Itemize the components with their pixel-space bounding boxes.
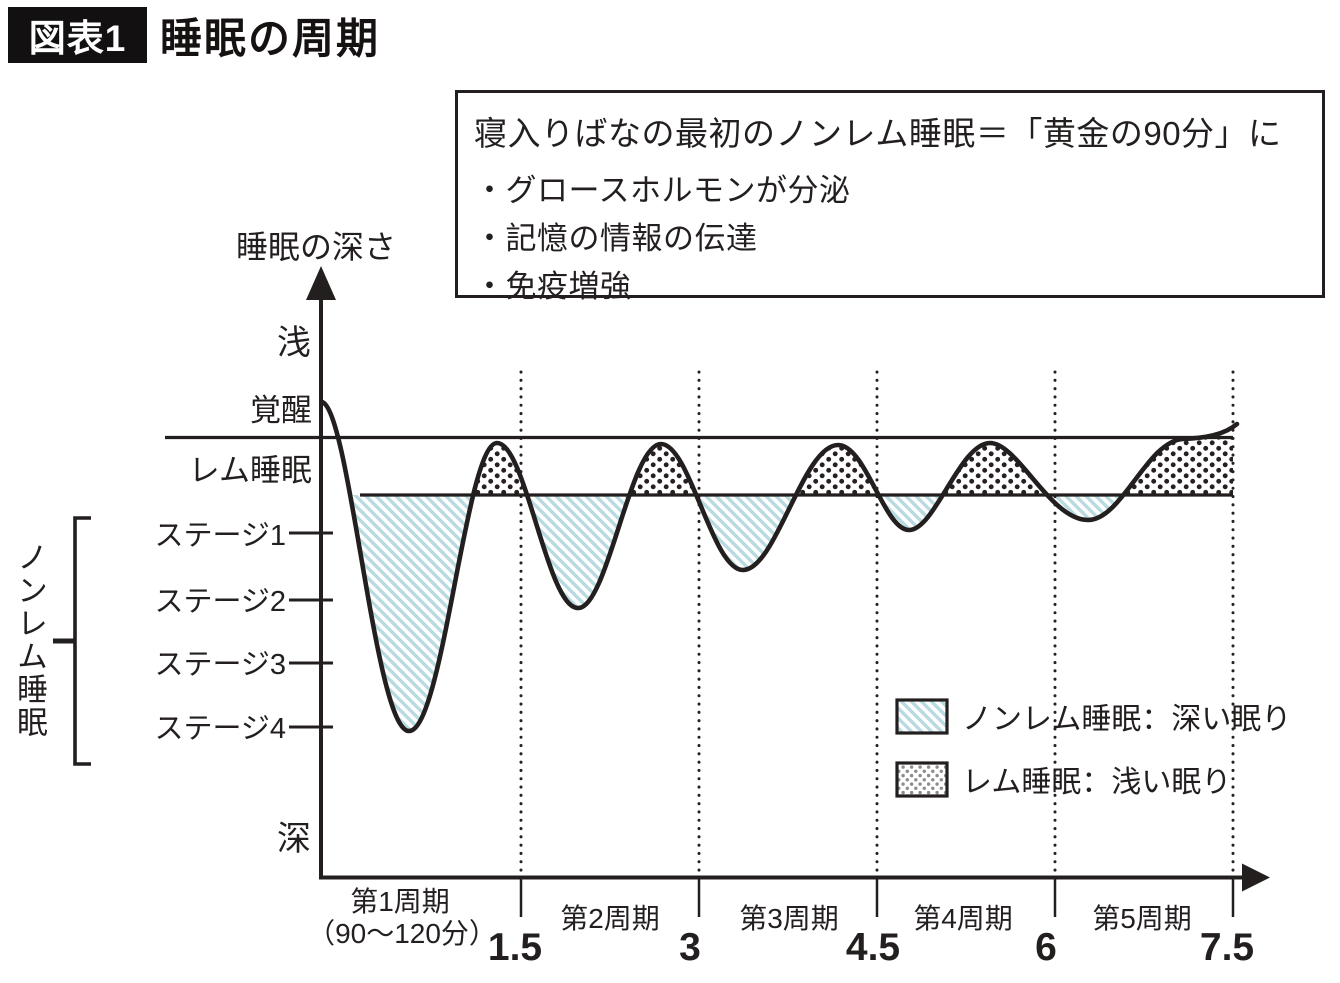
nonrem-deep-sleep-fill bbox=[322, 495, 1237, 731]
x-label-3: 3 bbox=[679, 926, 701, 969]
stage-ticks bbox=[289, 531, 333, 729]
nonrem-bracket bbox=[73, 516, 91, 766]
legend-nonrem-swatch bbox=[895, 698, 949, 735]
y-label-rem: レム睡眠 bbox=[189, 453, 312, 488]
y-label-shallow: 浅 bbox=[277, 324, 311, 362]
gridlines bbox=[519, 370, 1235, 878]
legend-nonrem-label: ノンレム睡眠：深い眠り bbox=[962, 703, 1291, 736]
figure-number-badge: 図表1 bbox=[8, 7, 147, 63]
cycle2-label: 第2周期 bbox=[560, 903, 660, 934]
cycle4-label: 第4周期 bbox=[913, 903, 1013, 934]
cycle3-label: 第3周期 bbox=[739, 903, 839, 934]
figure-title: 睡眠の周期 bbox=[160, 14, 381, 62]
legend-rem-label: レム睡眠：浅い眠り bbox=[962, 766, 1231, 799]
cycle1-label: 第1周期 bbox=[350, 886, 450, 917]
info-bullet-memory: ・記憶の情報の伝達 bbox=[474, 221, 758, 257]
x-axis-arrow-icon bbox=[1242, 863, 1270, 892]
info-bullet-immunity: ・免疫増強 bbox=[474, 269, 632, 305]
info-box-title: 寝入りばなの最初のノンレム睡眠＝「黄金の90分」に bbox=[474, 115, 1282, 152]
cycle1-note: （90〜120分） bbox=[307, 918, 497, 949]
x-label-6: 6 bbox=[1035, 926, 1057, 969]
y-label-stage3: ステージ3 bbox=[154, 649, 286, 681]
cycle5-label: 第5周期 bbox=[1092, 903, 1192, 934]
y-label-stage1: ステージ1 bbox=[154, 520, 286, 552]
nonrem-bracket-label: ノンレム睡眠 bbox=[12, 541, 47, 739]
x-ticks bbox=[519, 879, 1235, 917]
y-label-stage2: ステージ2 bbox=[154, 586, 286, 618]
info-bullet-growth-hormone: ・グロースホルモンが分泌 bbox=[474, 173, 851, 208]
y-axis-title: 睡眠の深さ bbox=[236, 229, 396, 265]
y-label-awake: 覚醒 bbox=[250, 393, 312, 428]
x-label-1-5: 1.5 bbox=[488, 926, 542, 969]
y-axis-arrow-icon bbox=[306, 266, 336, 300]
legend-rem-swatch bbox=[895, 761, 949, 798]
x-label-4-5: 4.5 bbox=[846, 926, 900, 969]
sleep-depth-curve bbox=[319, 399, 1240, 734]
y-label-deep: 深 bbox=[277, 820, 311, 858]
legend: ノンレム睡眠：深い眠り レム睡眠：浅い眠り bbox=[895, 698, 1291, 799]
x-label-7-5: 7.5 bbox=[1200, 926, 1254, 969]
y-label-stage4: ステージ4 bbox=[154, 713, 286, 745]
golden-90min-info-box: 寝入りばなの最初のノンレム睡眠＝「黄金の90分」に ・グロースホルモンが分泌 ・… bbox=[455, 90, 1325, 304]
